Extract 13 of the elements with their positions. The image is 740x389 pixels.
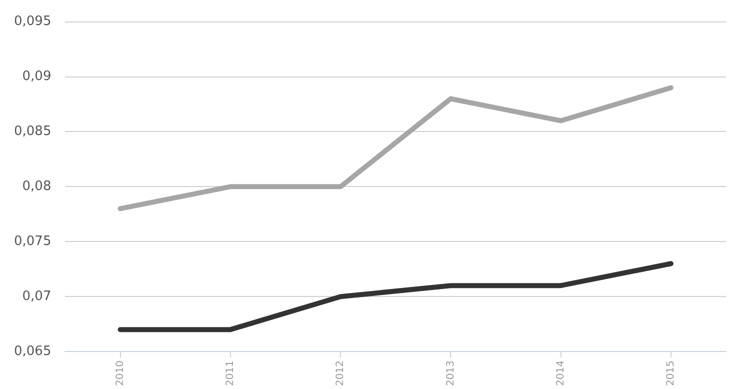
y-tick-label: 0,095 [14,14,52,30]
y-tick-label: 0,07 [22,288,52,304]
y-tick-label: 0,085 [14,124,52,140]
x-tick-label: 2010 [114,360,126,386]
y-tick-label: 0,09 [22,69,52,84]
x-tick-label: 2015 [666,360,677,386]
x-tick-label: 2014 [555,360,566,386]
y-tick-label: 0,065 [14,344,52,359]
x-tick-label: 2012 [335,360,346,386]
y-tick-label: 0,075 [14,234,52,250]
x-tick-label: 2013 [445,360,456,386]
y-tick-label: 0,08 [22,179,52,194]
x-tick-label: 2011 [225,360,236,386]
